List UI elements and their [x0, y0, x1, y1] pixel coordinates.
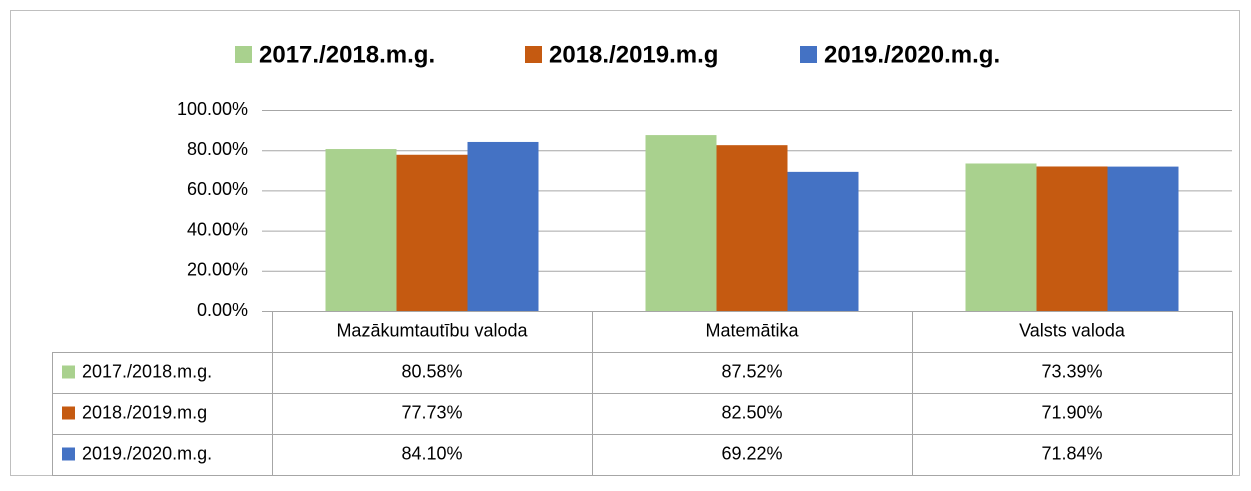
y-tick-label: 60.00%	[187, 179, 248, 199]
bar	[396, 154, 468, 311]
bar	[645, 135, 717, 311]
legend-label: 2018./2019.m.g	[549, 41, 718, 68]
table-value: 73.39%	[1041, 361, 1102, 381]
bar	[467, 141, 539, 311]
table-series-label: 2018./2019.m.g	[82, 402, 207, 422]
bar	[787, 171, 859, 311]
table-value: 84.10%	[401, 443, 462, 463]
legend-swatch	[235, 46, 252, 63]
x-tick-label: Valsts valoda	[1019, 320, 1126, 340]
y-tick-label: 0.00%	[197, 300, 248, 320]
bar	[965, 163, 1037, 311]
y-tick-label: 100.00%	[177, 99, 248, 119]
table-value: 71.90%	[1041, 402, 1102, 422]
table-legend-swatch	[62, 447, 75, 461]
bar	[1036, 166, 1108, 311]
bar	[716, 145, 788, 311]
bar	[1107, 166, 1179, 311]
x-tick-label: Mazākumtautību valoda	[336, 320, 528, 340]
y-tick-label: 40.00%	[187, 219, 248, 239]
table-value: 71.84%	[1041, 443, 1102, 463]
table-legend-swatch	[62, 406, 75, 420]
y-tick-label: 80.00%	[187, 139, 248, 159]
legend-label: 2017./2018.m.g.	[259, 41, 435, 68]
legend-swatch	[525, 46, 542, 63]
table-value: 80.58%	[401, 361, 462, 381]
table-series-label: 2019./2020.m.g.	[82, 443, 212, 463]
legend-label: 2019./2020.m.g.	[824, 41, 1000, 68]
table-value: 77.73%	[401, 402, 462, 422]
table-value: 69.22%	[721, 443, 782, 463]
table-value: 87.52%	[721, 361, 782, 381]
table-value: 82.50%	[721, 402, 782, 422]
legend-swatch	[800, 46, 817, 63]
table-series-label: 2017./2018.m.g.	[82, 361, 212, 381]
table-legend-swatch	[62, 365, 75, 379]
x-tick-label: Matemātika	[705, 320, 799, 340]
y-tick-label: 20.00%	[187, 260, 248, 280]
bar	[325, 149, 397, 311]
